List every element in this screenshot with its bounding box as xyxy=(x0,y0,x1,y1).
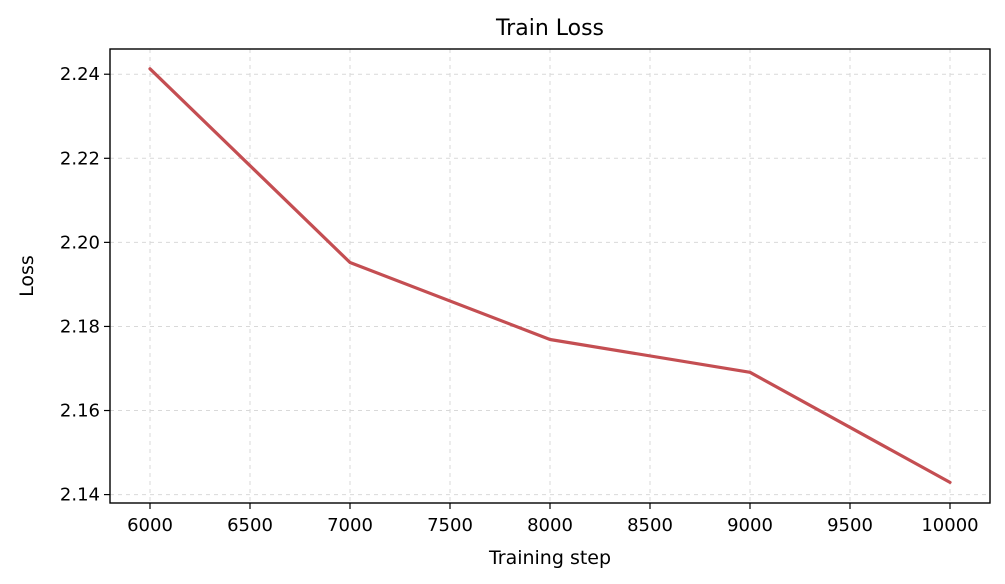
y-tick-label: 2.16 xyxy=(60,401,100,422)
x-axis-label: Training step xyxy=(488,547,611,569)
chart-title: Train Loss xyxy=(495,16,604,41)
series-line xyxy=(148,67,952,484)
x-tick-label: 8500 xyxy=(627,515,673,536)
x-tick-label: 9000 xyxy=(727,515,773,536)
series-layer xyxy=(148,67,952,484)
x-tick-label: 6500 xyxy=(227,515,273,536)
grid xyxy=(110,49,990,503)
y-tick-label: 2.14 xyxy=(60,485,100,506)
x-tick-label: 6000 xyxy=(127,515,173,536)
y-tick-label: 2.22 xyxy=(60,148,100,169)
x-tick-label: 10000 xyxy=(921,515,978,536)
x-tick-label: 7500 xyxy=(427,515,473,536)
y-axis-label: Loss xyxy=(16,255,38,297)
x-tick-label: 9500 xyxy=(827,515,873,536)
x-tick-label: 8000 xyxy=(527,515,573,536)
x-axis: 6000 6500 7000 7500 8000 8500 9000 9500 10000 xyxy=(127,503,979,536)
x-tick-label: 7000 xyxy=(327,515,373,536)
y-axis: 2.14 2.16 2.18 2.20 2.22 2.24 xyxy=(60,64,110,506)
y-tick-label: 2.18 xyxy=(60,316,100,337)
y-tick-label: 2.24 xyxy=(60,64,100,85)
y-tick-label: 2.20 xyxy=(60,232,100,253)
